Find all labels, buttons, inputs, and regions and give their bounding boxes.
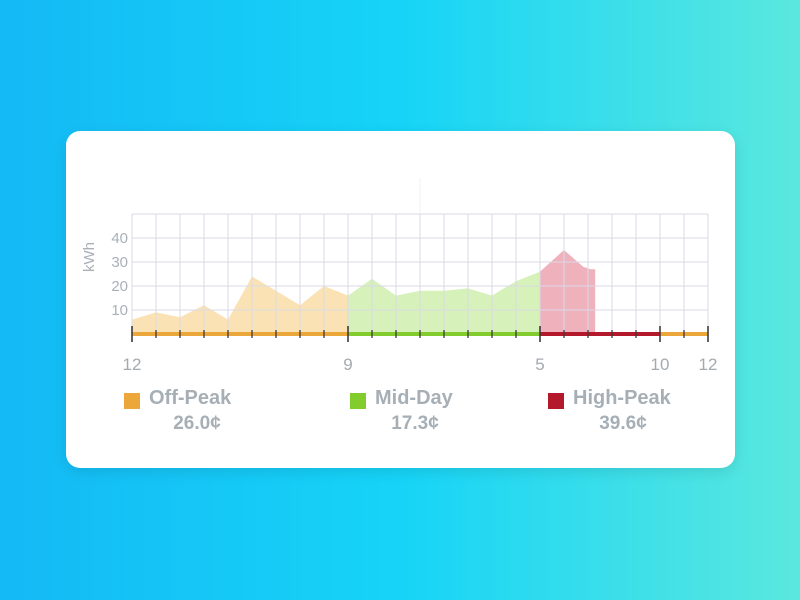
legend-swatch-off-peak bbox=[124, 393, 140, 409]
period-bar-0 bbox=[132, 332, 348, 336]
legend-label-off-peak: Off-Peak bbox=[149, 387, 232, 409]
legend-rate-high-peak: 39.6¢ bbox=[599, 413, 647, 434]
legend-swatch-high-peak bbox=[548, 393, 564, 409]
y-tick-label: 40 bbox=[111, 230, 128, 247]
x-tick-label-10: 10 bbox=[651, 355, 670, 374]
x-tick-label-5: 5 bbox=[535, 355, 544, 374]
y-tick-label: 20 bbox=[111, 278, 128, 295]
usage-card: 10 20 30 40 kWh 12 9 5 10 12 Off-Peak 26.0¢ Mid-D… bbox=[66, 131, 735, 468]
legend-label-high-peak: High-Peak bbox=[573, 387, 671, 409]
usage-chart: 10 20 30 40 kWh 12 9 5 10 12 bbox=[81, 178, 718, 374]
x-tick-label-12: 12 bbox=[123, 355, 142, 374]
area-2 bbox=[540, 250, 596, 334]
legend-rate-off-peak: 26.0¢ bbox=[173, 413, 221, 434]
period-bar-2 bbox=[540, 332, 660, 336]
y-axis-label: kWh bbox=[81, 242, 98, 272]
legend-rate-mid-day: 17.3¢ bbox=[391, 413, 439, 434]
x-tick-label-12: 12 bbox=[699, 355, 718, 374]
x-tick-label-9: 9 bbox=[343, 355, 352, 374]
area-0 bbox=[132, 276, 348, 334]
legend-label-mid-day: Mid-Day bbox=[375, 387, 453, 409]
y-tick-label: 30 bbox=[111, 254, 128, 271]
y-tick-label: 10 bbox=[111, 302, 128, 319]
legend-swatch-mid-day bbox=[350, 393, 366, 409]
